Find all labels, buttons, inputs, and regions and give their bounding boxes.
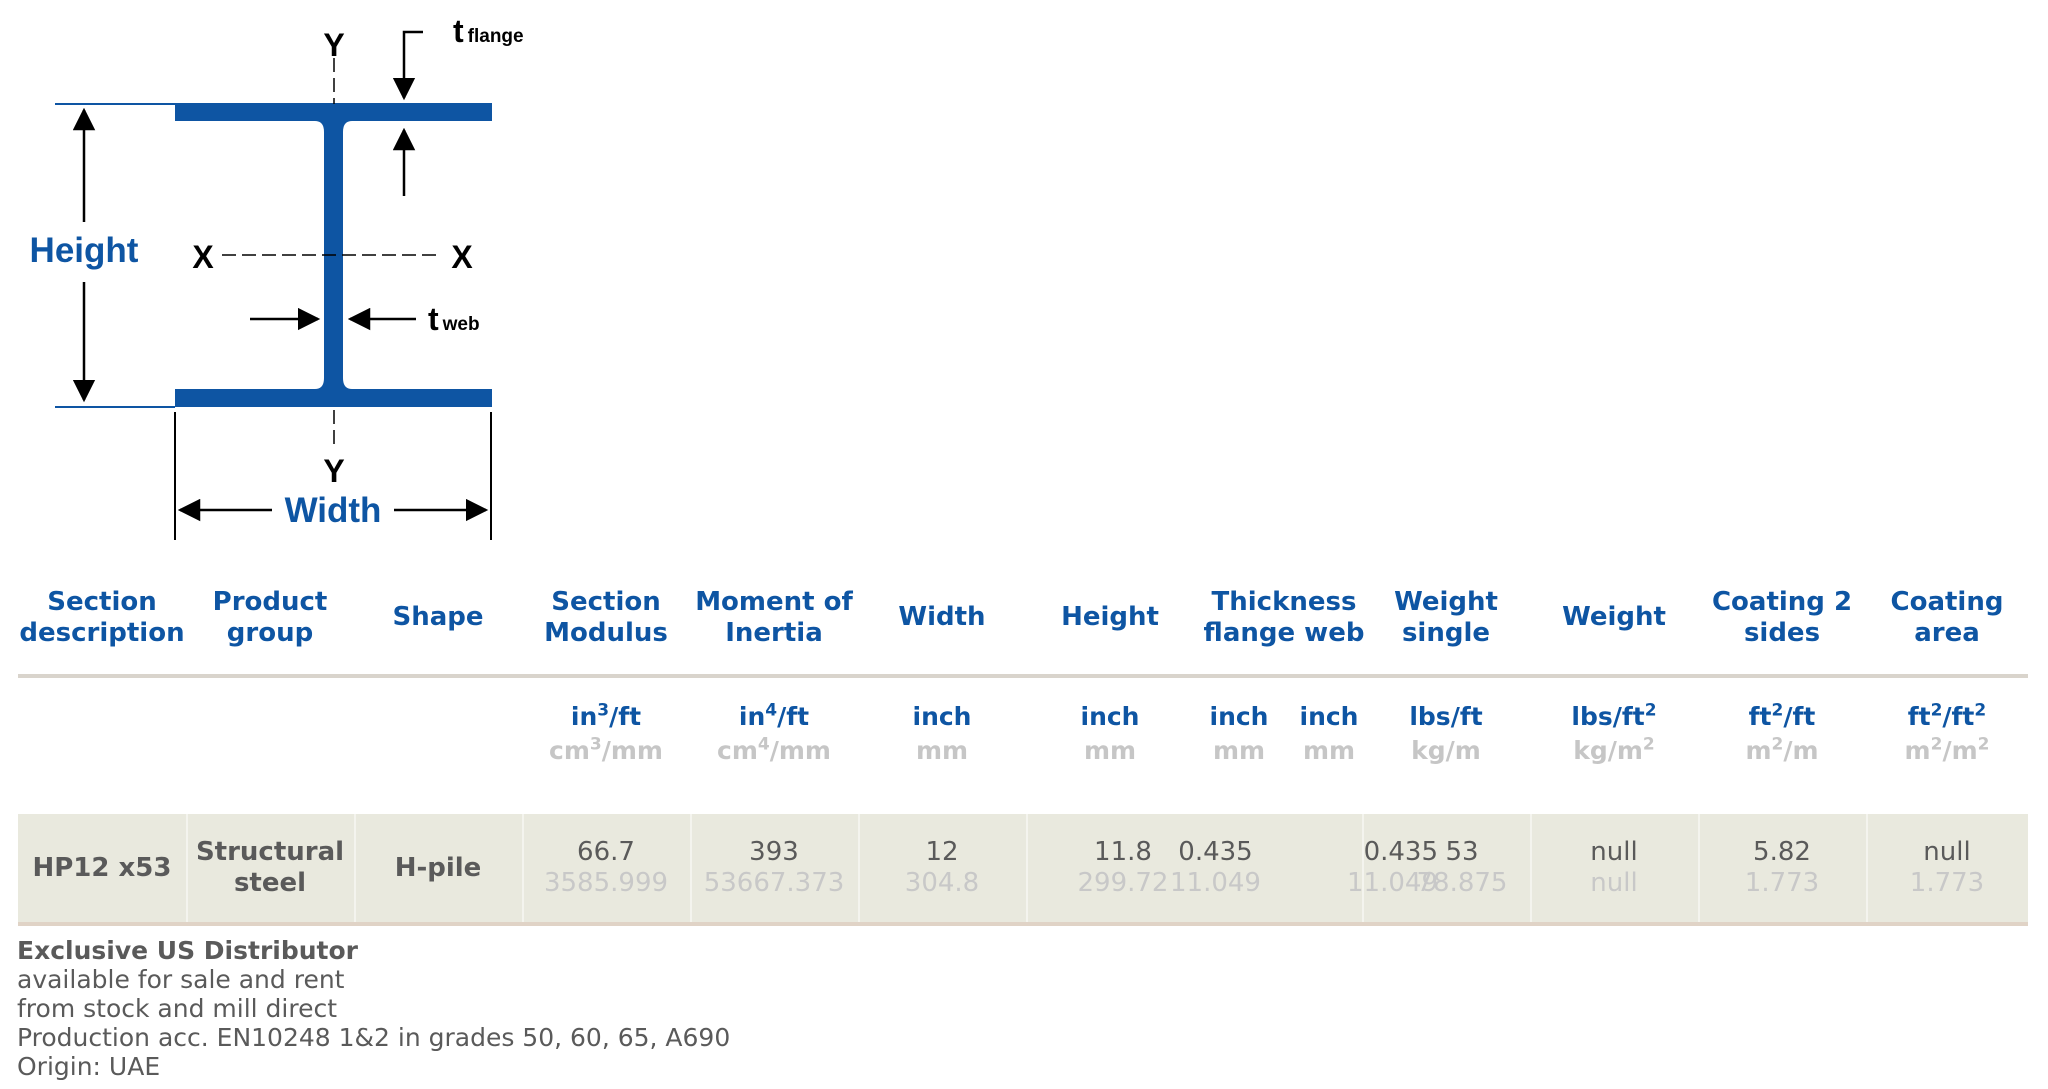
y-axis-label-top: Y [323, 27, 344, 63]
header-product-group: Product group [212, 586, 328, 648]
header-thickness: Thickness flange web [1203, 586, 1365, 648]
cell-coating-area: null 1.773 [1909, 837, 1985, 898]
cell-section-description: HP12 x53 [32, 852, 172, 883]
header-height: Height [1061, 602, 1159, 632]
header-width: Width [898, 602, 986, 632]
cell-product-group: Structural steel [195, 837, 345, 898]
y-axis-label-bottom: Y [323, 453, 344, 489]
cell-coating-2-sides: 5.82 1.773 [1744, 837, 1820, 898]
cell-weight-single: 53 78.875 [1416, 837, 1508, 898]
notes-line: from stock and mill direct [17, 994, 338, 1023]
header-moment-of-inertia: Moment of Inertia [695, 586, 853, 648]
header-section-modulus: Section Modulus [544, 586, 668, 648]
unit-weight: lbs/ft2 kg/m2 [1571, 700, 1657, 765]
table-header-row: Section description Product group Shape Se… [18, 560, 2028, 675]
x-axis-label-left: X [192, 239, 214, 275]
cell-thickness-web: 0.435 11.049 [1347, 837, 1438, 898]
height-label: Height [30, 231, 139, 270]
t-flange-label: t flange [453, 13, 524, 49]
cell-section-modulus: 66.7 3585.999 [543, 837, 669, 898]
header-weight: Weight [1562, 602, 1666, 632]
unit-weight-single: lbs/ft kg/m [1409, 702, 1483, 765]
table-row: HP12 x53 Structural steel H-pile 66.7 35… [18, 814, 2028, 922]
distributor-notes: Exclusive US Distributor available for s… [17, 936, 917, 1081]
notes-line: Production acc. EN10248 1&2 in grades 50… [17, 1023, 731, 1052]
product-spec-table: Section description Product group Shape Se… [18, 560, 2028, 926]
unit-coating-2-sides: ft2/ft m2/m [1745, 700, 1819, 765]
unit-section-modulus: in3/ft cm3/mm [549, 700, 663, 765]
unit-width: inch mm [912, 702, 972, 765]
cell-weight: null null [1590, 837, 1638, 898]
header-divider [18, 674, 2028, 678]
cell-height: 11.8 299.72 [1077, 837, 1169, 898]
unit-thickness-flange: inch mm [1209, 702, 1269, 765]
unit-coating-area: ft2/ft2 m2/m2 [1904, 700, 1990, 765]
unit-thickness-web: inch mm [1299, 702, 1359, 765]
x-axis-label-right: X [451, 239, 473, 275]
unit-moment-of-inertia: in4/ft cm4/mm [717, 700, 831, 765]
header-section-description: Section description [19, 586, 185, 648]
units-row: in3/ft cm3/mm in4/ft cm4/mm inch mm inch… [18, 700, 2028, 800]
notes-line: Origin: UAE [17, 1052, 161, 1081]
notes-line: available for sale and rent [17, 965, 345, 994]
table-bottom-divider [18, 922, 2028, 926]
width-label: Width [285, 491, 382, 530]
notes-title: Exclusive US Distributor [17, 936, 359, 965]
cell-shape: H-pile [394, 852, 482, 883]
cell-moment-of-inertia: 393 53667.373 [703, 837, 845, 898]
cell-thickness-flange: 0.435 11.049 [1170, 837, 1261, 898]
header-shape: Shape [392, 602, 484, 632]
header-coating-2-sides: Coating 2 sides [1711, 586, 1853, 648]
cell-width: 12 304.8 [904, 837, 980, 898]
h-pile-cross-section-diagram: Height Y Y X X t flange t web Width [30, 13, 524, 540]
header-coating-area: Coating area [1890, 586, 2004, 648]
t-web-label: t web [428, 301, 480, 337]
unit-height: inch mm [1080, 702, 1140, 765]
header-weight-single: Weight single [1394, 586, 1498, 648]
